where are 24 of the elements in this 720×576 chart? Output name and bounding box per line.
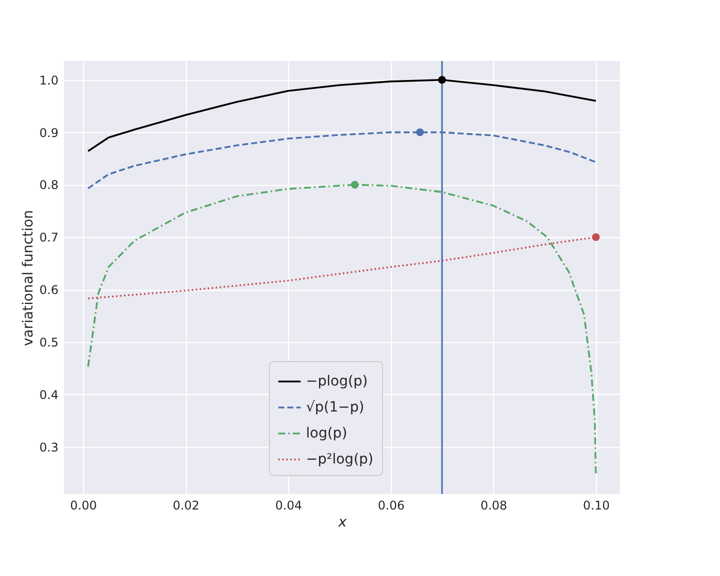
y-tick-label: 0.8 — [39, 178, 58, 192]
x-tick-label: 0.00 — [70, 498, 97, 512]
x-tick-label: 0.08 — [480, 498, 508, 512]
point — [438, 76, 446, 84]
y-tick-label: 0.4 — [39, 388, 58, 402]
legend-label: −p²log(p) — [306, 452, 374, 468]
legend-label: log(p) — [306, 426, 348, 442]
y-tick-label: 0.5 — [39, 335, 58, 350]
point — [592, 233, 600, 241]
point — [416, 128, 424, 136]
legend-label: −plog(p) — [306, 374, 368, 390]
x-tick-label: 0.06 — [378, 498, 405, 512]
y-tick-label: 0.6 — [39, 283, 58, 298]
legend-label: √p(1−p) — [306, 400, 364, 416]
y-tick-label: 0.3 — [39, 440, 58, 454]
x-axis-title: x — [337, 514, 348, 530]
x-tick-label: 0.04 — [275, 498, 302, 512]
x-tick-label: 0.02 — [172, 498, 200, 512]
y-tick-label: 0.9 — [39, 126, 58, 140]
y-axis-title: variational function — [20, 210, 36, 346]
y-tick-label: 0.7 — [39, 230, 58, 245]
y-tick-label: 1.0 — [39, 73, 58, 88]
x-tick-label: 0.10 — [583, 498, 610, 512]
point — [350, 180, 359, 189]
